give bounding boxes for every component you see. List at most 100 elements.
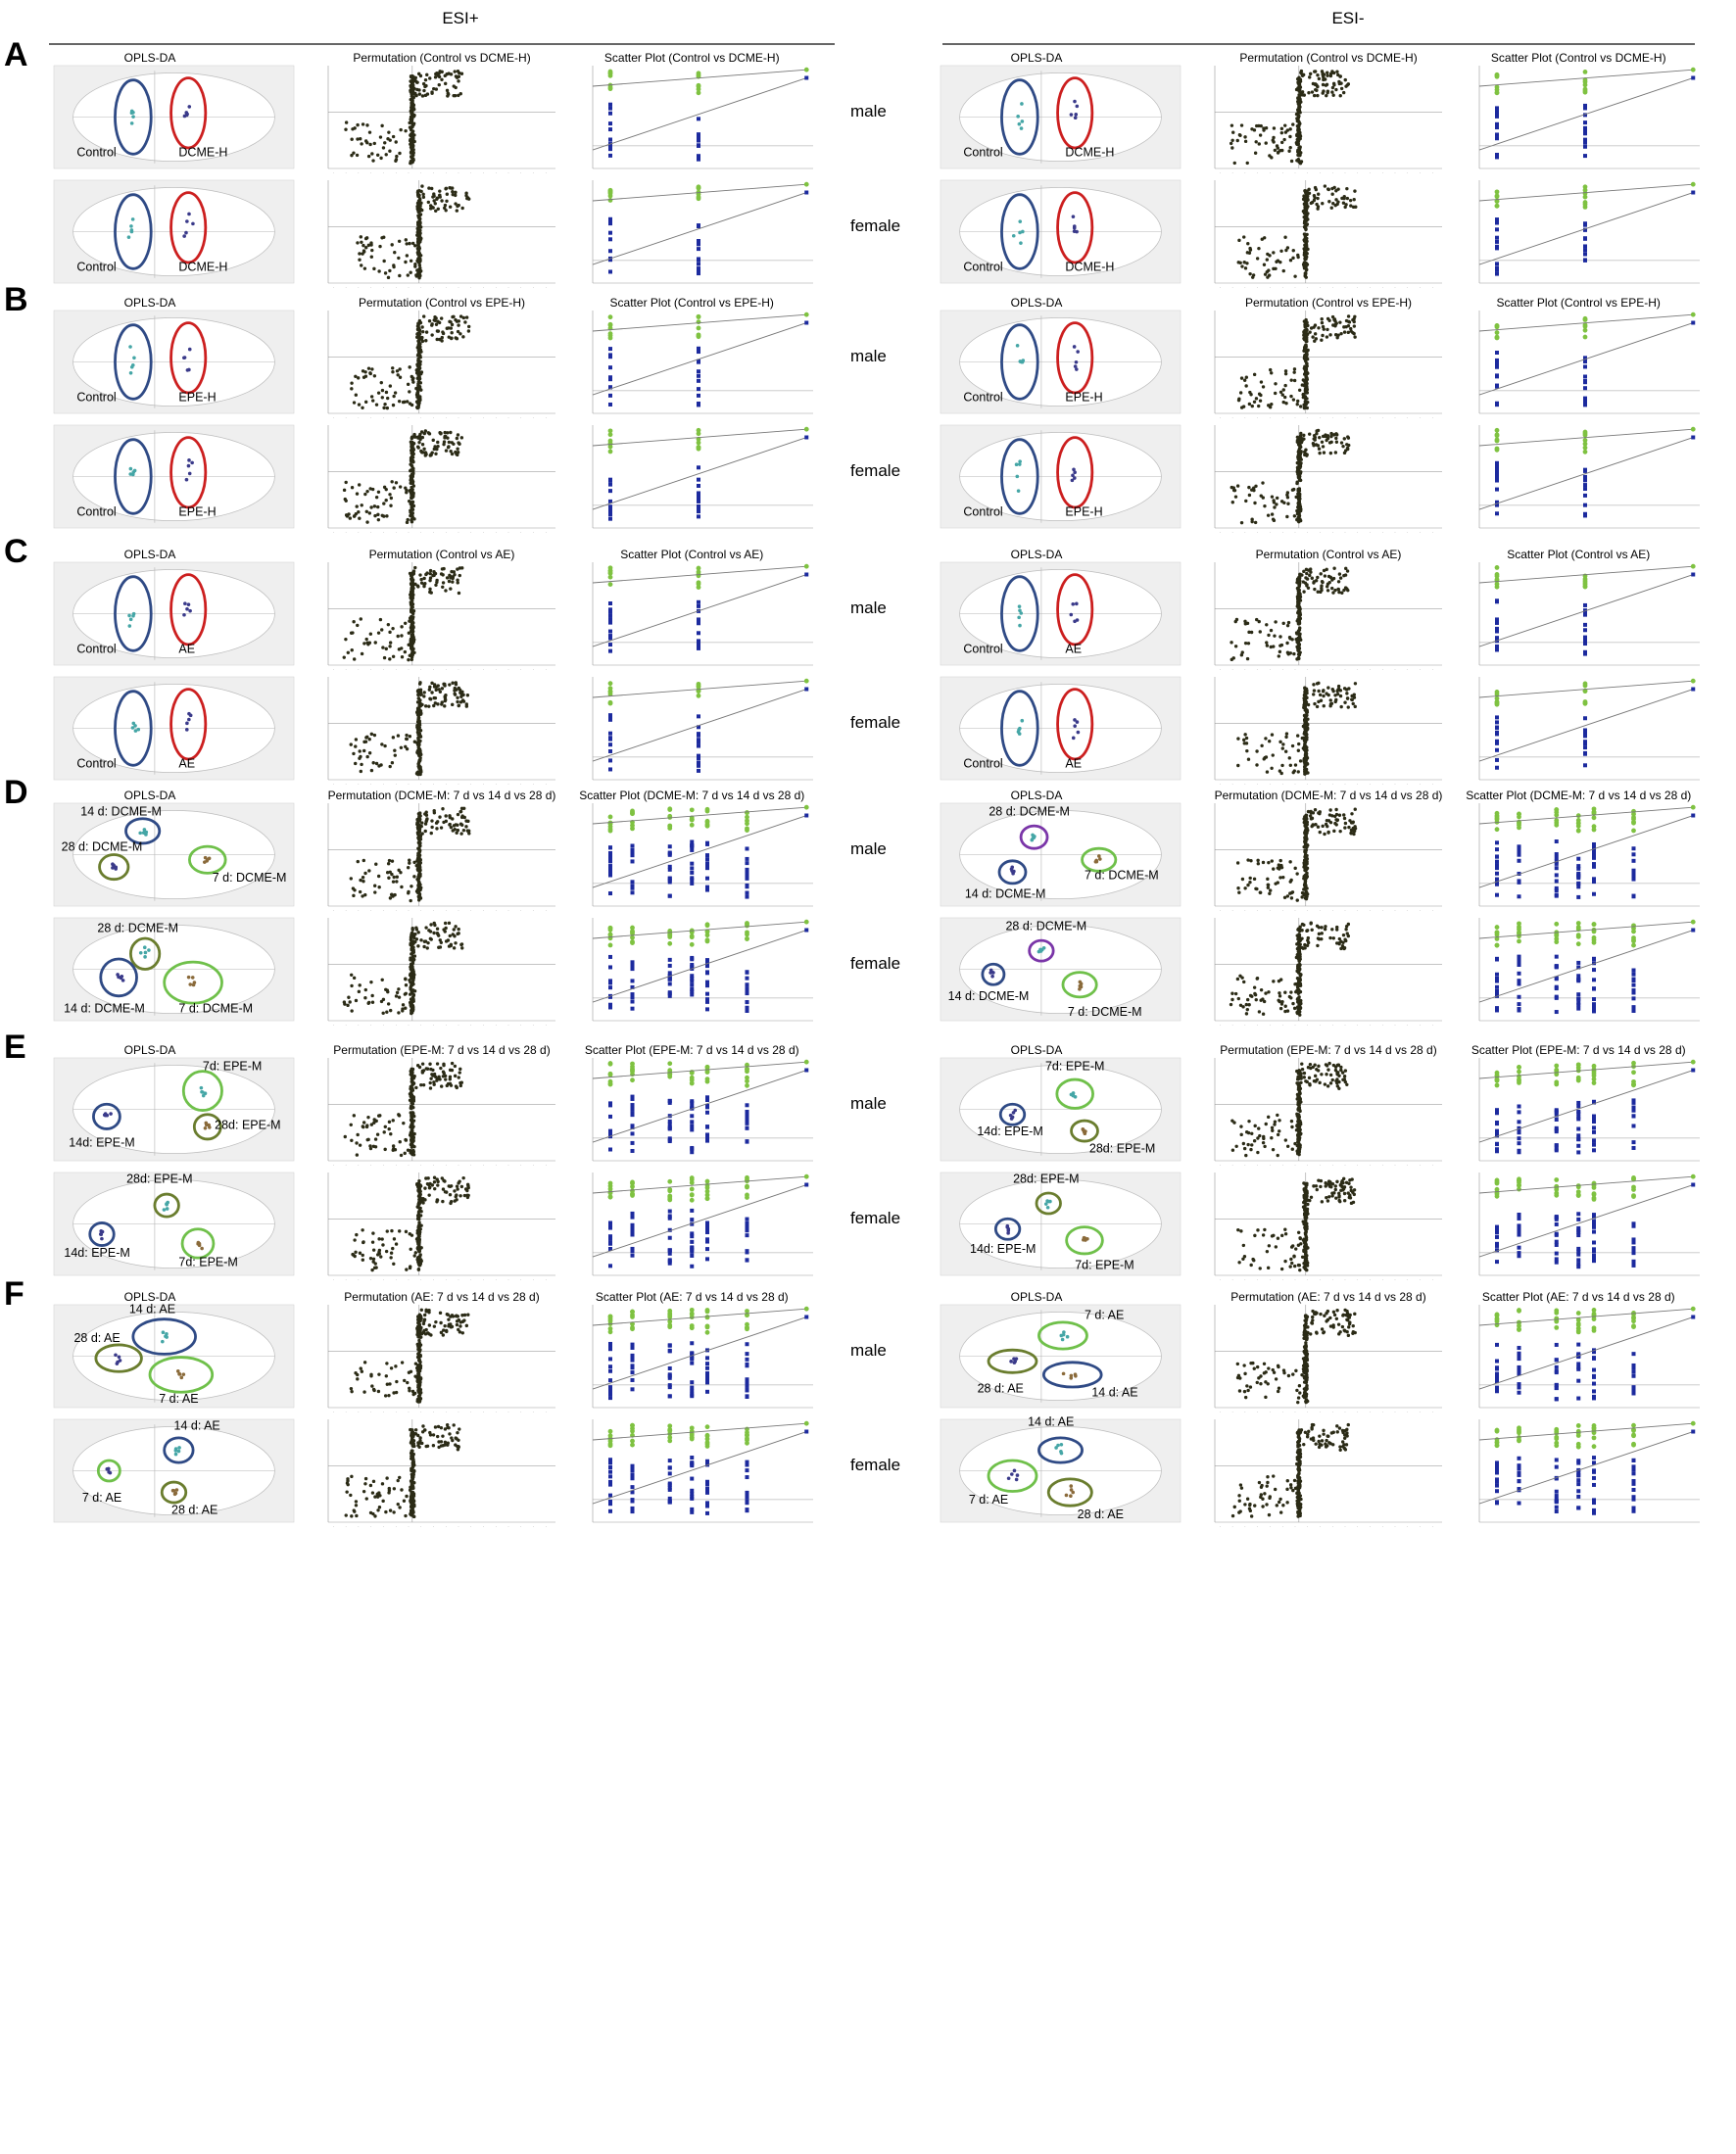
q2-original-point [804,687,809,692]
group-ellipse [1056,688,1094,761]
perm-point [432,811,437,815]
sample-point [1018,219,1023,223]
perm-point [1305,267,1309,271]
perm-tick-label: · [345,782,347,787]
perm-point [416,879,420,884]
perm-point [372,266,376,271]
perm-point [1271,517,1276,521]
q2-point [608,601,612,606]
perm-point [1296,142,1300,147]
perm-point [1250,404,1254,408]
perm-point [416,742,420,747]
perm-point [439,826,444,830]
q2-regression-line [592,689,807,762]
perm-point [376,504,380,509]
r2-point [607,681,613,687]
r2-point [1582,70,1588,74]
q2-point [697,266,700,271]
perm-point [1303,395,1308,399]
perm-tick-label: · [1257,908,1259,913]
perm-point [410,620,414,625]
perm-point [1340,196,1344,201]
sex-label-female: female [850,713,900,732]
perm-point [1235,484,1240,488]
sample-point [186,463,191,468]
q2-point [697,740,700,744]
perm-point [461,335,465,339]
perm-tick-label: · [420,908,422,913]
sample-point [128,466,133,471]
q2-point [1583,120,1587,125]
q2-point [1495,487,1499,492]
perm-point [1309,326,1314,330]
validation-scatter-panel [1478,180,1700,284]
perm-point [359,137,362,141]
perm-point [1267,740,1272,743]
opls-da-panel: Control EPE-H [940,310,1181,414]
perm-point [1305,733,1309,737]
perm-point [434,322,439,326]
perm-point [446,431,450,435]
perm-point [1345,569,1350,573]
perm-point [1254,123,1259,128]
perm-tick-label: · [1432,667,1434,672]
perm-point [430,333,434,337]
r2-point [630,929,635,934]
perm-point [1237,397,1241,401]
permutation-title: Permutation (Control vs DCME-H) [1239,51,1417,65]
perm-point [1247,251,1252,255]
perm-point [426,200,431,205]
perm-point [1283,383,1287,388]
perm-point [428,76,432,80]
perm-point [1339,441,1344,445]
r2-point [1582,429,1588,435]
perm-point [374,862,378,866]
perm-tick-label: · [520,170,522,175]
perm-point [1350,812,1354,816]
r2-point [1494,581,1500,587]
sample-point [143,955,147,959]
q2-point [705,840,709,845]
perm-point [1243,266,1248,270]
scatter-title: Scatter Plot (DCME-M: 7 d vs 14 d vs 28 … [579,789,804,802]
perm-point [406,273,410,277]
q2-point [608,230,612,235]
sample-point [129,121,134,125]
group-label: AE [1065,642,1082,655]
perm-tick-label: · [1320,170,1322,175]
perm-point [1296,148,1300,153]
perm-tick-label: · [1370,285,1372,290]
perm-point [418,225,423,229]
perm-point [1303,380,1308,385]
perm-point [410,115,415,119]
q2-point [690,878,695,883]
r2-regression-line [1478,313,1694,332]
perm-tick-label: · [1407,908,1409,913]
q2-point [630,850,635,855]
perm-tick-label: · [1281,170,1283,175]
perm-tick-label: · [1394,908,1396,913]
perm-tick-label: · [1344,667,1346,672]
sample-point [138,831,142,836]
perm-tick-label: · [1257,530,1259,535]
perm-point [401,1009,405,1013]
sample-point [128,345,132,349]
perm-point [411,969,415,974]
perm-point [1297,509,1301,513]
sample-point [1021,359,1026,362]
perm-point [1292,370,1296,374]
perm-point [412,740,417,743]
perm-point [410,641,414,646]
perm-point [432,921,436,926]
perm-tick-label: · [496,530,498,535]
perm-point [410,504,413,508]
perm-point [1339,81,1343,85]
perm-point [371,761,375,765]
perm-point [1245,656,1250,661]
perm-point [1325,335,1329,339]
perm-point [435,447,439,452]
perm-point [1257,619,1261,624]
perm-point [454,193,458,198]
perm-tick-label: · [358,782,360,787]
perm-point [391,134,396,139]
